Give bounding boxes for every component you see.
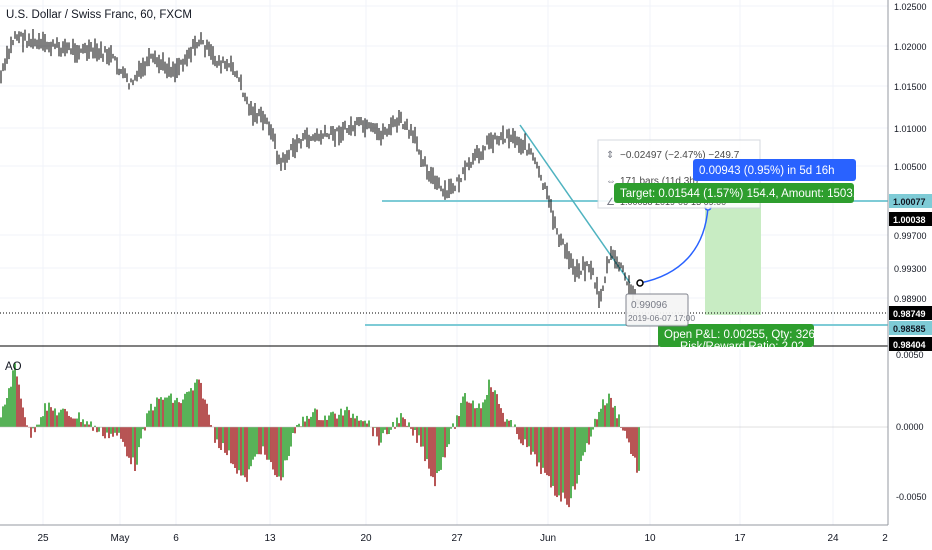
pnl-line-2: Risk/Reward Ratio: 2.02 [680,341,804,353]
projection-label-text: 0.00943 (0.95%) in 5d 16h [699,165,835,177]
target-label-text: Target: 0.01544 (1.57%) 154.4, Amount: 1… [620,188,869,200]
price-tick-label: 1.02500 [894,2,927,12]
crosshair-time: 2019-06-07 17:00 [628,313,695,323]
time-tick-label: 10 [644,533,656,544]
price-tick-label: 1.00500 [894,162,927,172]
pnl-line-1: Open P&L: 0.00255, Qty: 32637 [664,329,828,341]
target-zone [705,203,761,315]
price-tick-label: 1.02000 [894,42,927,52]
ao-tick-label: -0.0050 [896,492,927,502]
badge-0-98749: 0.98749 [889,306,932,320]
indicator-label: AO [5,361,22,373]
time-tick-label: Jun [540,533,556,544]
time-tick-label: May [111,533,130,544]
measure-range-icon: ⇕ [606,150,614,161]
price-tick-label: 0.99300 [894,264,927,274]
time-tick-label: 13 [264,533,276,544]
price-tick-label: 1.01500 [894,82,927,92]
pnl-label[interactable]: Open P&L: 0.00255, Qty: 32637 Risk/Rewar… [658,324,828,353]
svg-text:0.98404: 0.98404 [893,340,926,350]
time-tick-label: 2 [882,533,888,544]
projection-label[interactable]: 0.00943 (0.95%) in 5d 16h [693,159,856,181]
svg-text:0.98585: 0.98585 [893,324,926,334]
time-tick-label: 6 [173,533,179,544]
projection-start-point[interactable] [637,280,643,286]
price-tick-label: 1.01000 [894,124,927,134]
svg-text:1.00077: 1.00077 [893,197,926,207]
time-tick-label: 20 [360,533,372,544]
target-label[interactable]: Target: 0.01544 (1.57%) 154.4, Amount: 1… [614,183,869,203]
time-tick-label: 17 [734,533,746,544]
svg-text:1.00038: 1.00038 [893,215,926,225]
ao-tick-label: 0.0050 [896,350,924,360]
svg-text:0.98749: 0.98749 [893,309,926,319]
time-tick-label: 24 [827,533,839,544]
time-tick-label: 25 [37,533,49,544]
badge-1-00077: 1.00077 [889,194,932,208]
time-axis[interactable] [0,525,888,550]
badge-0-98585: 0.98585 [889,321,932,335]
crosshair-tooltip: 0.99096 2019-06-07 17:00 [626,294,695,326]
price-tick-label: 0.98900 [894,294,927,304]
price-tick-label: 0.99700 [894,231,927,241]
symbol-title: U.S. Dollar / Swiss Franc, 60, FXCM [6,9,192,21]
time-tick-label: 27 [451,533,463,544]
crosshair-price: 0.99096 [631,300,668,311]
measure-angle-icon: ∠ [606,197,615,208]
badge-1-00038: 1.00038 [889,212,932,226]
ao-tick-label: 0.0000 [896,422,924,432]
badge-0-98404: 0.98404 [889,337,932,351]
